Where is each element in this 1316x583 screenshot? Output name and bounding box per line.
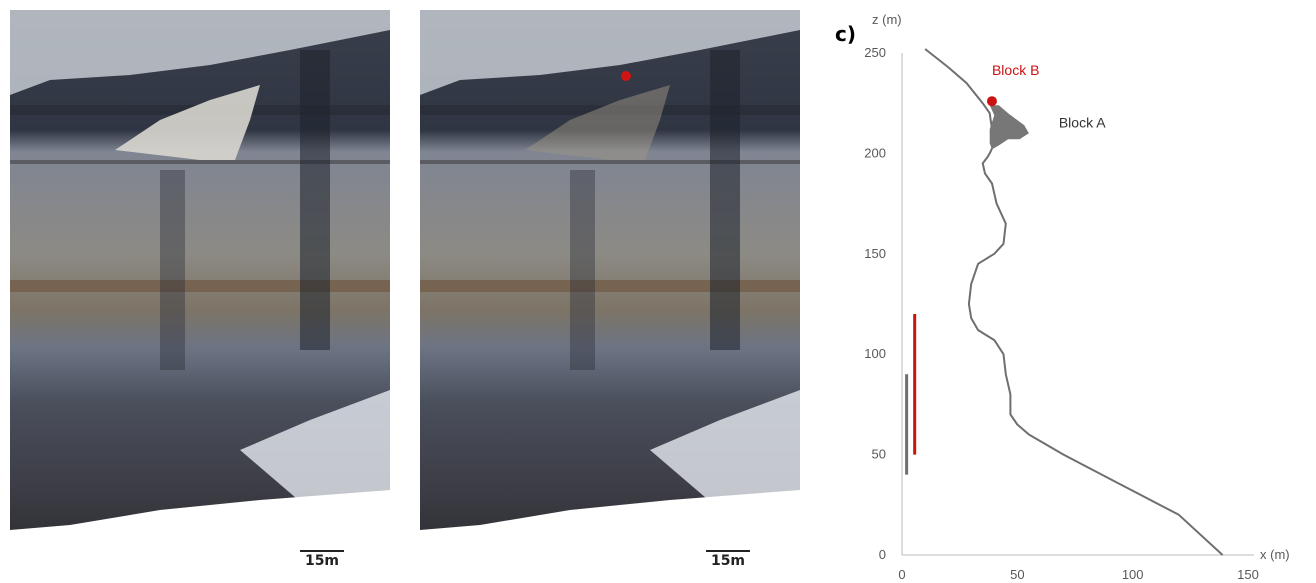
block-a-label: Block A bbox=[1059, 114, 1106, 130]
y-tick-label: 150 bbox=[864, 246, 886, 261]
scale-bar-a-line bbox=[300, 550, 344, 552]
scale-bar-a: 15m bbox=[300, 550, 344, 569]
scale-bar-a-label: 15m bbox=[304, 553, 340, 569]
panel-label-c: c) bbox=[835, 22, 856, 46]
cliff-photo-b bbox=[420, 10, 800, 555]
block-b-label: Block B bbox=[992, 62, 1039, 78]
y-tick-label: 200 bbox=[864, 145, 886, 160]
block-b-marker bbox=[986, 96, 997, 107]
scale-bar-b-label: 15m bbox=[710, 553, 746, 569]
x-tick-label: 150 bbox=[1237, 567, 1259, 582]
y-axis-label: z (m) bbox=[872, 12, 902, 27]
x-tick-label: 100 bbox=[1122, 567, 1144, 582]
y-tick-label: 100 bbox=[864, 346, 886, 361]
y-tick-label: 50 bbox=[872, 447, 886, 462]
profile-chart: 0 50 100 150 200 250 0 50 100 150 z (m) x (m) Bl… bbox=[864, 12, 1290, 582]
x-tick-label: 50 bbox=[1010, 567, 1024, 582]
cliff-photo-a-image bbox=[10, 10, 390, 555]
block-a-shape bbox=[989, 105, 1029, 150]
scale-bar-b: 15m bbox=[706, 550, 750, 569]
scale-bar-b-line bbox=[706, 550, 750, 552]
cliff-photo-a bbox=[10, 10, 390, 555]
y-tick-label: 250 bbox=[864, 45, 886, 60]
cliff-photo-b-image bbox=[420, 10, 800, 555]
y-tick-label: 0 bbox=[879, 547, 886, 562]
x-tick-label: 0 bbox=[898, 567, 905, 582]
x-axis-label: x (m) bbox=[1260, 547, 1290, 562]
block-b-location-marker bbox=[621, 71, 631, 81]
